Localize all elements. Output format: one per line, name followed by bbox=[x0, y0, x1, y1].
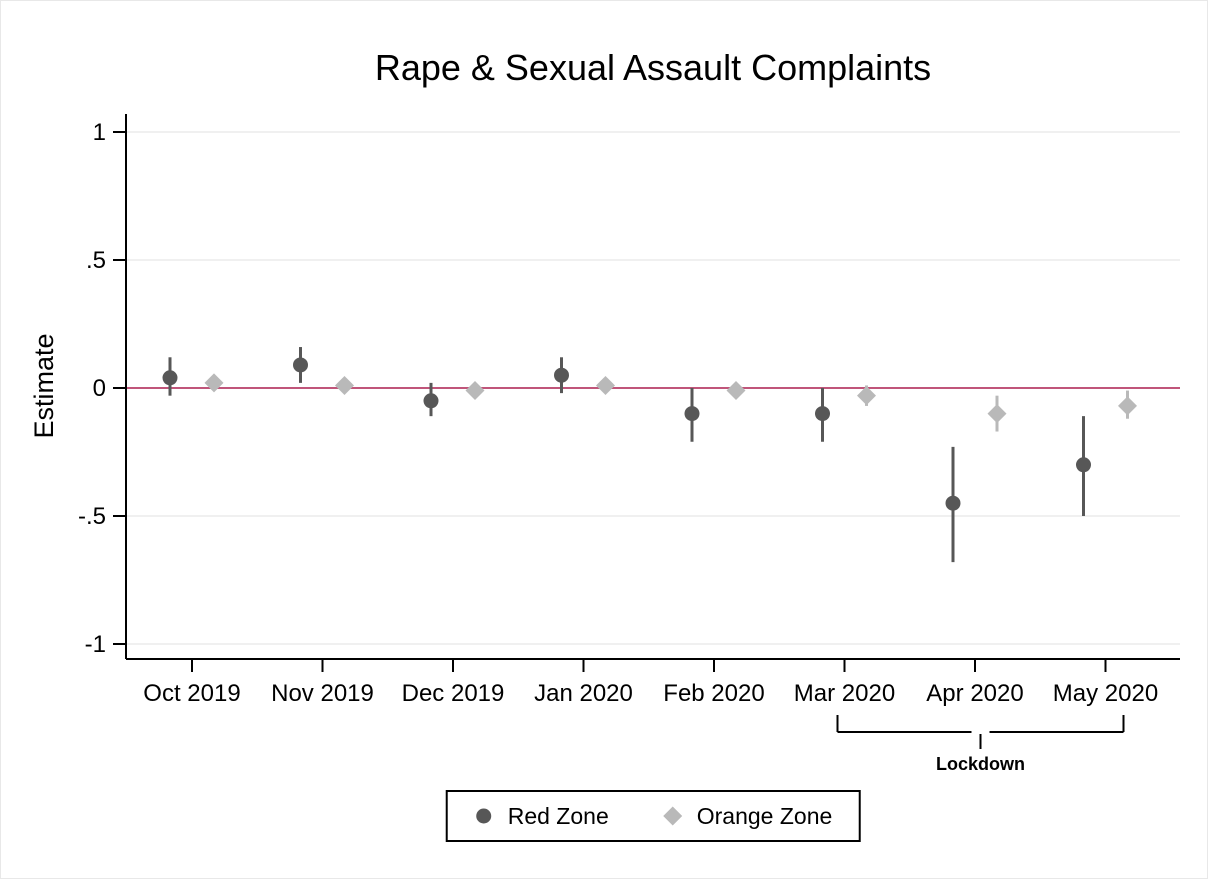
x-tick-label: Dec 2019 bbox=[402, 680, 505, 707]
x-tick-label: Feb 2020 bbox=[663, 680, 764, 707]
data-point-orange-zone bbox=[596, 375, 615, 395]
y-tick-label: -.5 bbox=[78, 503, 106, 530]
data-point-orange-zone bbox=[987, 404, 1007, 424]
x-tick-label: Apr 2020 bbox=[926, 680, 1023, 707]
legend-label: Red Zone bbox=[507, 802, 609, 829]
data-point-orange-zone bbox=[335, 375, 354, 395]
data-point-orange-zone bbox=[726, 381, 746, 401]
x-tick-label: Mar 2020 bbox=[794, 680, 895, 707]
data-point-orange-zone bbox=[465, 381, 485, 401]
x-tick-label: May 2020 bbox=[1053, 680, 1158, 707]
data-point-orange-zone bbox=[857, 386, 876, 406]
data-point-red-zone bbox=[815, 406, 830, 422]
data-point-red-zone bbox=[293, 357, 308, 373]
data-point-red-zone bbox=[684, 406, 700, 422]
y-tick-label: -1 bbox=[85, 631, 106, 658]
x-tick-label: Jan 2020 bbox=[534, 680, 633, 707]
data-point-red-zone bbox=[162, 370, 178, 386]
lockdown-label: Lockdown bbox=[936, 754, 1025, 774]
data-point-red-zone bbox=[554, 367, 569, 383]
circle-marker-icon bbox=[476, 808, 492, 824]
x-tick-label: Nov 2019 bbox=[271, 680, 374, 707]
legend-box: Red Zone Orange Zone bbox=[445, 790, 861, 842]
y-tick-label: 1 bbox=[93, 119, 106, 146]
y-tick-label: 0 bbox=[93, 375, 106, 402]
x-tick-label: Oct 2019 bbox=[143, 680, 240, 707]
y-tick-label: .5 bbox=[86, 247, 106, 274]
data-point-red-zone bbox=[945, 495, 961, 511]
data-point-orange-zone bbox=[1118, 396, 1137, 416]
diamond-marker-icon bbox=[663, 806, 683, 826]
data-point-orange-zone bbox=[204, 373, 224, 393]
legend-item-red-zone: Red Zone bbox=[474, 803, 609, 830]
chart-title: Rape & Sexual Assault Complaints bbox=[374, 47, 932, 88]
data-point-red-zone bbox=[423, 393, 439, 409]
data-point-red-zone bbox=[1076, 457, 1091, 473]
legend-label: Orange Zone bbox=[696, 802, 833, 829]
legend-item-orange-zone: Orange Zone bbox=[663, 802, 833, 830]
